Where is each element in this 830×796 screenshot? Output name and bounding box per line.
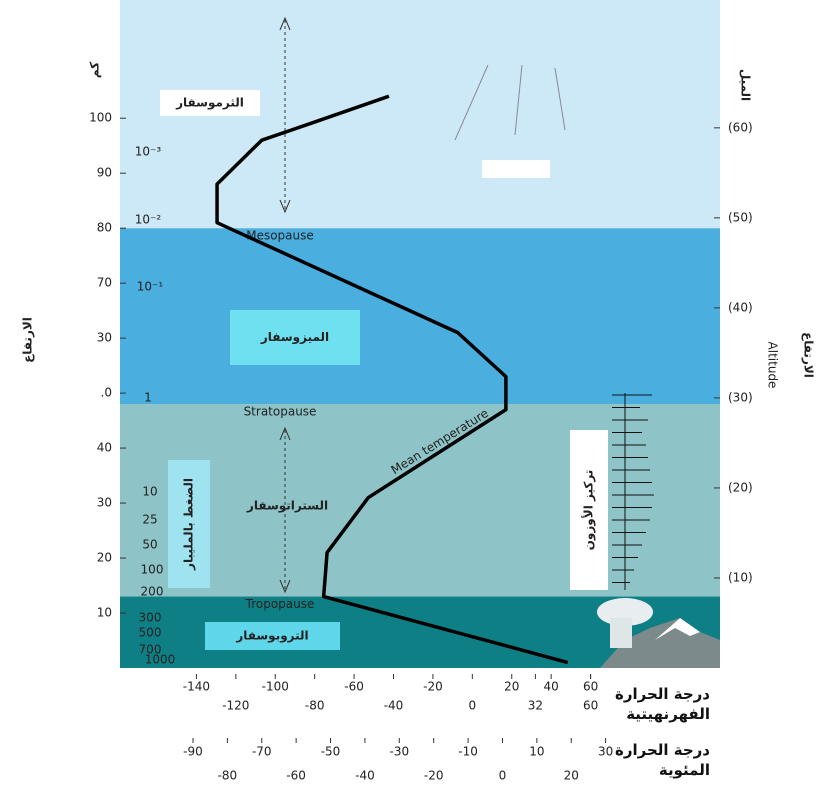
y2-tick-label: (50) bbox=[728, 210, 753, 224]
pressure-level: 100 bbox=[141, 563, 164, 577]
y-tick-label: 80 bbox=[97, 221, 112, 235]
x2-tick-label: -60 bbox=[344, 680, 364, 694]
x2-tick-label: 60 bbox=[583, 699, 598, 713]
pressure-label: الضغط بالمليبار bbox=[182, 478, 196, 571]
x-tick-label: 0 bbox=[499, 769, 507, 783]
pressure-level: 25 bbox=[142, 513, 157, 527]
pressure-level: 1000 bbox=[145, 653, 176, 667]
x-tick-label: -90 bbox=[183, 745, 203, 759]
chart: التروبوسفار Tropopause الستراتوسفار Stratop… bbox=[0, 0, 830, 796]
y-tick-label: 90 bbox=[97, 166, 112, 180]
x2-tick-label: -140 bbox=[183, 680, 210, 694]
ozone-label: تركيز الأوزون bbox=[581, 470, 597, 551]
y-tick-label: .0 bbox=[101, 386, 112, 400]
x-tick-label: -60 bbox=[286, 769, 306, 783]
x-tick-label: -70 bbox=[252, 745, 272, 759]
layer-label: الثرموسفار bbox=[175, 96, 244, 111]
y-tick-label: 30 bbox=[97, 331, 112, 345]
y-tick-label: 30 bbox=[97, 496, 112, 510]
x-label: درجة الحرارة المئوية bbox=[600, 740, 710, 780]
y-tick-label: 100 bbox=[89, 111, 112, 125]
boundary-label: Tropopause bbox=[245, 597, 315, 611]
y-tick-label: 20 bbox=[97, 551, 112, 565]
y-tick-label: 40 bbox=[97, 441, 112, 455]
y-unit: كم bbox=[88, 62, 102, 78]
y-tick-label: 10 bbox=[97, 606, 112, 620]
x2-tick-label: -100 bbox=[262, 680, 289, 694]
pressure-level: 1 bbox=[144, 391, 152, 405]
y2-sublabel: Altitude bbox=[766, 342, 780, 389]
y2-tick-label: (30) bbox=[728, 390, 753, 404]
x2-tick-label: 60 bbox=[583, 680, 598, 694]
y2-label: الارتفاع bbox=[802, 332, 816, 378]
y-label: الارتفاع bbox=[21, 317, 35, 363]
x2-tick-label: 0 bbox=[469, 699, 477, 713]
x2-tick-label: -120 bbox=[222, 699, 249, 713]
y2-tick-label: (20) bbox=[728, 480, 753, 494]
layer-label: الميزوسفار bbox=[260, 330, 329, 345]
y-tick-label: 70 bbox=[97, 276, 112, 290]
x-tick-label: -10 bbox=[458, 745, 478, 759]
x-tick-label: 10 bbox=[529, 745, 544, 759]
pressure-level: 10⁻¹ bbox=[137, 280, 164, 294]
y2-tick-label: (60) bbox=[728, 120, 753, 134]
x2-tick-label: 32 bbox=[528, 699, 543, 713]
cloud bbox=[610, 618, 632, 648]
x2-label: درجة الحرارة الفهرنهيتية bbox=[600, 684, 710, 724]
x-tick-label: 20 bbox=[564, 769, 579, 783]
pressure-level: 300 bbox=[139, 611, 162, 625]
y2-unit: الميل bbox=[739, 69, 753, 101]
page: التروبوسفار Tropopause الستراتوسفار Stratop… bbox=[0, 0, 830, 796]
y2-tick-label: (40) bbox=[728, 300, 753, 314]
layer-label: الستراتوسفار bbox=[246, 499, 328, 514]
pressure-level: 10 bbox=[142, 485, 157, 499]
x-tick-label: -40 bbox=[355, 769, 375, 783]
x-tick-label: -30 bbox=[389, 745, 409, 759]
pressure-level: 10⁻² bbox=[135, 213, 162, 227]
layer-label: التروبوسفار bbox=[235, 629, 308, 644]
x-tick-label: -20 bbox=[424, 769, 444, 783]
y2-tick-label: (10) bbox=[728, 570, 753, 584]
pressure-level: 200 bbox=[141, 585, 164, 599]
x-tick-label: -80 bbox=[218, 769, 238, 783]
x2-tick-label: -80 bbox=[305, 699, 325, 713]
x2-tick-label: 40 bbox=[544, 680, 559, 694]
x2-tick-label: -40 bbox=[384, 699, 404, 713]
x2-tick-label: 20 bbox=[504, 680, 519, 694]
cloud-band bbox=[482, 160, 550, 178]
boundary-label: Stratopause bbox=[244, 405, 317, 419]
pressure-level: 10⁻³ bbox=[135, 145, 162, 159]
x-tick-label: -50 bbox=[321, 745, 341, 759]
pressure-level: 50 bbox=[142, 538, 157, 552]
pressure-level: 500 bbox=[139, 626, 162, 640]
x2-tick-label: -20 bbox=[423, 680, 443, 694]
